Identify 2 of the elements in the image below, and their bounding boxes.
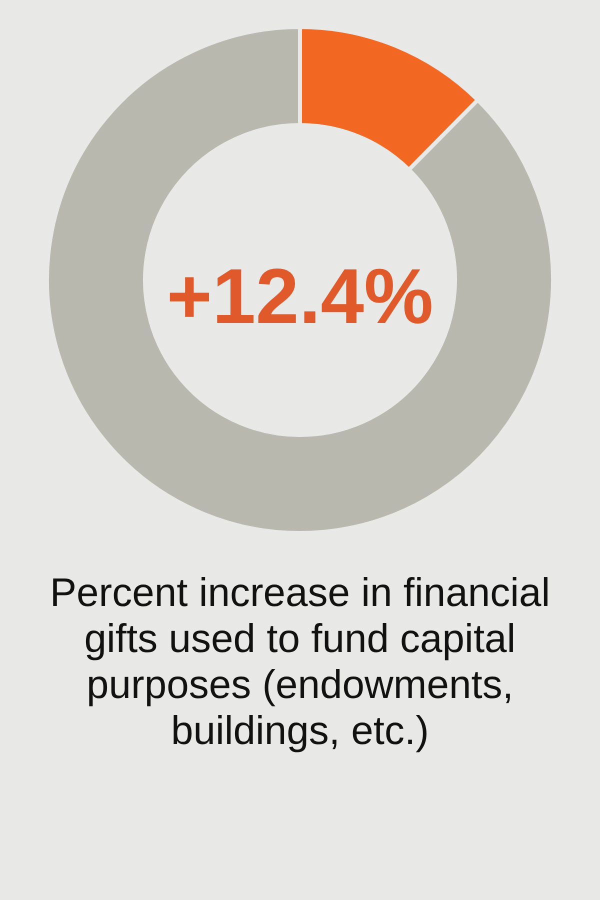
text: Percent increase in financial gifts used to fund capital purposes (endowments, buildings, etc.)	[48, 570, 552, 754]
text: +12.4%	[166, 252, 434, 340]
